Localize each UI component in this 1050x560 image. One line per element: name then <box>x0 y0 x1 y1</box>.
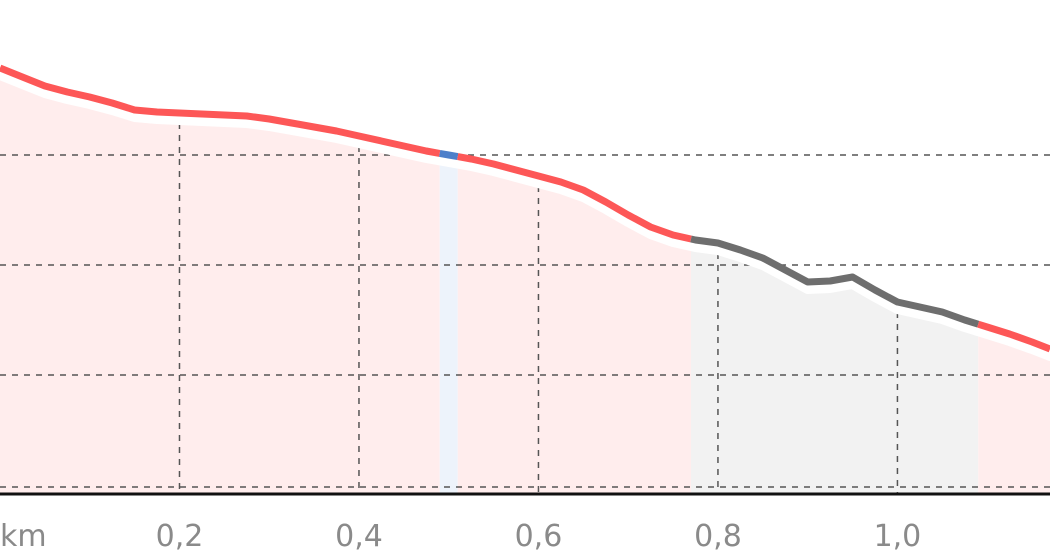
segment-fill-1 <box>439 159 458 494</box>
x-tick-label-2: 0,6 <box>515 519 563 554</box>
x-tick-label-3: 0,8 <box>694 519 742 554</box>
gridlines <box>0 123 1050 494</box>
x-tick-label-4: 1,0 <box>874 519 922 554</box>
segment-line-3 <box>690 235 980 328</box>
segment-fills <box>0 74 1050 494</box>
profile-halo <box>0 70 1050 361</box>
segment-line-2 <box>457 153 692 243</box>
segment-line-4 <box>977 320 1050 353</box>
segment-line-1 <box>439 149 459 161</box>
segment-fill-3 <box>691 245 979 494</box>
x-unit-label: km <box>0 519 47 554</box>
x-tick-label-0: 0,2 <box>156 519 204 554</box>
segment-fill-4 <box>978 330 1050 494</box>
segment-fill-0 <box>0 74 440 494</box>
x-tick-labels: 0,2 0,4 0,6 0,8 1,0 <box>156 519 922 554</box>
segment-lines <box>0 64 1050 353</box>
x-tick-label-1: 0,4 <box>335 519 383 554</box>
segment-line-0 <box>0 64 441 157</box>
segment-fill-2 <box>457 162 692 494</box>
